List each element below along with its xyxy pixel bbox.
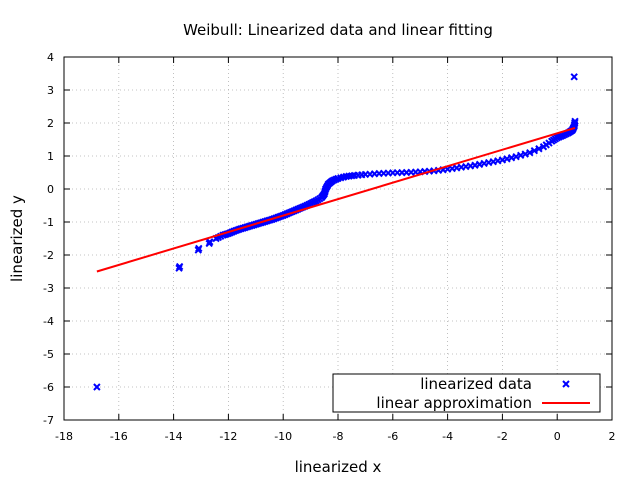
x-tick-label: -4	[442, 430, 453, 443]
x-tick-label: -18	[55, 430, 73, 443]
marker-stroke	[570, 73, 578, 81]
legend-label: linearized data	[420, 375, 532, 393]
marker-stroke	[551, 135, 560, 143]
fit-line	[96, 126, 576, 273]
scatter-series	[93, 73, 579, 391]
marker-stroke	[339, 173, 348, 181]
marker-stroke	[503, 155, 511, 163]
data-point	[370, 170, 379, 178]
marker-stroke	[206, 238, 214, 246]
x-tick-label: -6	[387, 430, 398, 443]
marker-stroke	[175, 262, 184, 271]
y-tick-label: 2	[47, 117, 54, 130]
legend-marker	[562, 380, 570, 388]
data-point	[398, 168, 406, 177]
data-point	[310, 198, 318, 206]
marker-stroke	[195, 244, 203, 253]
marker-stroke	[310, 198, 318, 206]
data-point	[347, 172, 356, 180]
x-tick-label: 0	[554, 430, 561, 443]
x-tick-label: -16	[110, 430, 128, 443]
data-point	[175, 262, 184, 271]
y-axis-title: linearized y	[8, 195, 26, 282]
data-point	[551, 135, 560, 143]
data-point	[571, 119, 579, 127]
data-point	[339, 173, 348, 181]
data-point	[93, 383, 101, 391]
data-point	[507, 154, 516, 162]
y-tick-label: -1	[43, 216, 54, 229]
x-tick-label: -8	[333, 430, 344, 443]
x-tick-label: -12	[219, 430, 237, 443]
marker-stroke	[545, 139, 553, 147]
marker-stroke	[484, 158, 493, 167]
y-tick-label: -6	[43, 381, 54, 394]
data-point	[545, 139, 553, 147]
marker-stroke	[512, 152, 520, 161]
marker-stroke	[494, 157, 502, 165]
data-point	[195, 244, 203, 253]
marker-stroke	[526, 148, 534, 157]
data-point	[384, 169, 392, 177]
marker-stroke	[347, 172, 356, 180]
x-tick-label: -14	[165, 430, 183, 443]
legend-box	[332, 373, 601, 413]
y-tick-label: -2	[43, 249, 54, 262]
data-point	[570, 73, 578, 81]
x-tick-label: -2	[497, 430, 508, 443]
y-tick-label: -5	[43, 348, 54, 361]
marker-stroke	[507, 154, 516, 162]
marker-stroke	[332, 175, 340, 183]
y-tick-label: -3	[43, 282, 54, 295]
chart-title: Weibull: Linearized data and linear fitt…	[183, 21, 493, 39]
marker-stroke	[571, 119, 579, 127]
marker-stroke	[530, 147, 539, 155]
x-tick-label: 2	[609, 430, 616, 443]
marker-stroke	[521, 150, 529, 158]
data-point	[411, 168, 420, 176]
axis-ticks: -18 -16 -14 -12 -10 -8 -6 -4 -2 0 2-7-6-5-4-3-2-10…	[43, 51, 615, 443]
marker-stroke	[370, 170, 379, 178]
data-point	[480, 159, 488, 168]
y-tick-label: 0	[47, 183, 54, 196]
marker-stroke	[384, 169, 392, 177]
marker-stroke	[489, 158, 497, 166]
data-point	[521, 150, 529, 158]
data-point	[453, 164, 461, 172]
y-tick-label: 1	[47, 150, 54, 163]
marker-stroke	[398, 168, 406, 177]
data-point	[494, 157, 502, 165]
marker-stroke	[466, 162, 475, 170]
x-tick-label: -10	[274, 430, 292, 443]
marker-stroke	[93, 383, 101, 391]
legend-label: linear approximation	[376, 394, 532, 412]
data-point	[530, 147, 539, 155]
data-point	[535, 145, 543, 153]
grid	[64, 57, 612, 420]
y-tick-label: -4	[43, 315, 54, 328]
marker-stroke	[480, 159, 488, 168]
data-point	[358, 171, 366, 179]
marker-stroke	[498, 156, 507, 164]
data-point	[206, 238, 214, 246]
data-point	[466, 162, 475, 170]
y-tick-label: -7	[43, 414, 54, 427]
marker-stroke	[358, 171, 366, 179]
y-tick-label: 3	[47, 84, 54, 97]
marker-stroke	[475, 160, 484, 169]
y-tick-label: 4	[47, 51, 54, 64]
marker-stroke	[411, 168, 420, 176]
x-axis-title: linearized x	[295, 458, 382, 476]
marker-stroke	[453, 164, 461, 172]
marker-stroke	[535, 145, 543, 153]
plot-series	[93, 73, 579, 391]
marker-stroke	[562, 380, 570, 388]
marker-stroke	[516, 151, 525, 160]
